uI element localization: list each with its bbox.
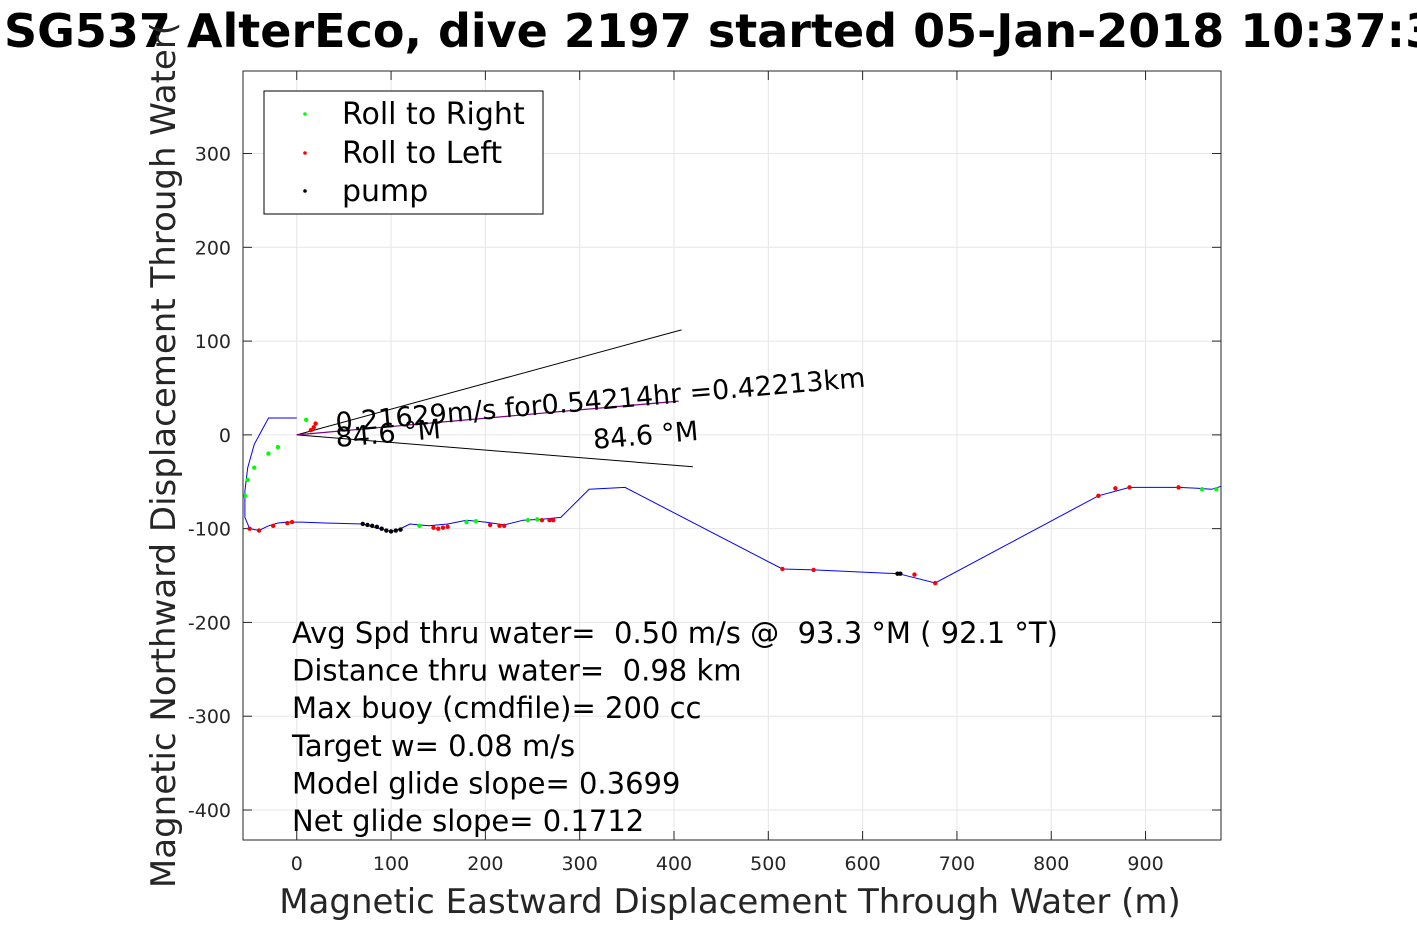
pump-point <box>393 528 398 533</box>
roll-to-left-point <box>547 518 552 523</box>
y-tick-label: -200 <box>188 612 231 634</box>
stat-line: Net glide slope= 0.1712 <box>292 804 644 838</box>
roll-to-left-point <box>811 567 816 573</box>
pump-point <box>374 524 380 529</box>
current-vector-line <box>296 400 679 436</box>
roll-to-right-point <box>473 518 479 524</box>
stat-line: Avg Spd thru water= 0.50 m/s @ 93.3 °M (… <box>292 616 1058 650</box>
roll-to-left-point <box>780 566 785 572</box>
roll-to-right-point <box>303 417 309 423</box>
stat-line: Max buoy (cmdfile)= 200 cc <box>292 691 701 725</box>
roll-to-left-point <box>539 518 545 523</box>
roll-to-left-point <box>247 526 252 531</box>
cone-line <box>296 329 682 436</box>
x-tick-label: 200 <box>467 853 503 875</box>
x-tick-label: 0 <box>291 853 303 875</box>
legend-box <box>263 90 544 215</box>
y-tick-label: 0 <box>219 425 231 447</box>
cone-line <box>296 434 693 468</box>
pump-point <box>379 526 384 531</box>
roll-to-left-point <box>285 520 290 526</box>
roll-to-left-point <box>311 425 316 430</box>
x-tick-label: 400 <box>656 853 692 875</box>
roll-to-left-point <box>445 524 450 529</box>
roll-to-right-point <box>535 517 540 522</box>
roll-to-left-point <box>313 421 318 426</box>
y-tick-label: 200 <box>195 237 231 259</box>
track-annotation: 84.6 °M <box>592 416 700 456</box>
stat-line: Distance thru water= 0.98 km <box>292 654 742 688</box>
roll-to-left-point <box>436 526 441 531</box>
roll-to-left-point <box>487 522 493 528</box>
roll-to-right-point <box>266 451 271 456</box>
grid <box>243 71 1221 840</box>
x-tick-label: 600 <box>844 853 880 875</box>
y-axis-label: Magnetic Northward Displacement Through … <box>144 22 184 888</box>
roll-to-left-point <box>289 519 295 525</box>
y-tick-label: -100 <box>188 519 231 541</box>
roll-to-left-point <box>256 528 262 533</box>
stats-block: Avg Spd thru water= 0.50 m/s @ 93.3 °M (… <box>291 616 1058 838</box>
y-tick-label: -400 <box>188 800 231 822</box>
x-tick-label: 300 <box>562 853 598 875</box>
roll-to-left-point <box>497 523 502 529</box>
pump-point <box>360 521 365 527</box>
roll-to-right-point <box>464 519 469 525</box>
roll-to-left-point <box>551 518 556 523</box>
stat-line: Model glide slope= 0.3699 <box>292 766 680 800</box>
roll-to-left-point <box>1096 493 1101 499</box>
legend-label-pump: pump <box>342 174 428 209</box>
roll-to-left-point <box>502 523 507 529</box>
data-points <box>243 417 1219 586</box>
roll-to-left-point <box>1113 486 1118 491</box>
tick-labels: 0 100 200 300 400 500 600 700 800 900 -400 -300 -200… <box>188 144 1164 875</box>
y-tick-label: 100 <box>195 331 231 353</box>
x-tick-label: 700 <box>939 853 975 875</box>
x-axis-label: Magnetic Eastward Displacement Through W… <box>279 882 1181 922</box>
roll-to-right-point <box>275 444 281 450</box>
legend-marker-roll-right <box>303 112 307 116</box>
roll-to-left-point <box>1127 485 1132 490</box>
pump-point <box>370 523 375 529</box>
roll-to-left-point <box>933 580 938 586</box>
roll-to-left-point <box>1176 485 1181 490</box>
roll-to-right-point <box>417 523 422 529</box>
roll-to-right-point <box>525 518 531 523</box>
roll-to-right-point <box>252 465 257 470</box>
legend-label-roll-left: Roll to Left <box>342 136 502 171</box>
x-tick-label: 900 <box>1127 853 1163 875</box>
y-tick-label: 300 <box>195 144 231 166</box>
roll-to-right-point <box>1214 487 1219 492</box>
roll-to-left-point <box>912 572 917 577</box>
pump-point <box>388 529 394 534</box>
pump-point <box>365 522 370 528</box>
current-cone-lines <box>296 329 693 468</box>
stat-line: Target w= 0.08 m/s <box>291 729 575 763</box>
axes-box <box>242 70 1222 841</box>
x-tick-label: 800 <box>1033 853 1069 875</box>
y-tick-label: -300 <box>188 706 231 728</box>
x-tick-label: 100 <box>373 853 409 875</box>
pump-point <box>898 571 903 576</box>
roll-to-left-point <box>440 525 446 530</box>
roll-to-left-point <box>431 525 436 530</box>
legend-marker-pump <box>303 189 307 193</box>
chart-title: SG537 AlterEco, dive 2197 started 05-Jan… <box>4 4 1417 58</box>
legend-marker-roll-left <box>303 151 307 155</box>
legend: Roll to Right Roll to Left pump <box>263 90 544 215</box>
legend-label-roll-right: Roll to Right <box>342 97 525 132</box>
x-tick-label: 500 <box>750 853 786 875</box>
roll-to-left-point <box>308 427 314 433</box>
roll-to-right-point <box>243 493 248 499</box>
roll-to-left-point <box>270 523 276 529</box>
roll-to-right-point <box>1199 487 1205 492</box>
roll-to-right-point <box>245 477 250 483</box>
pump-point <box>384 528 389 533</box>
pump-point <box>398 527 403 532</box>
